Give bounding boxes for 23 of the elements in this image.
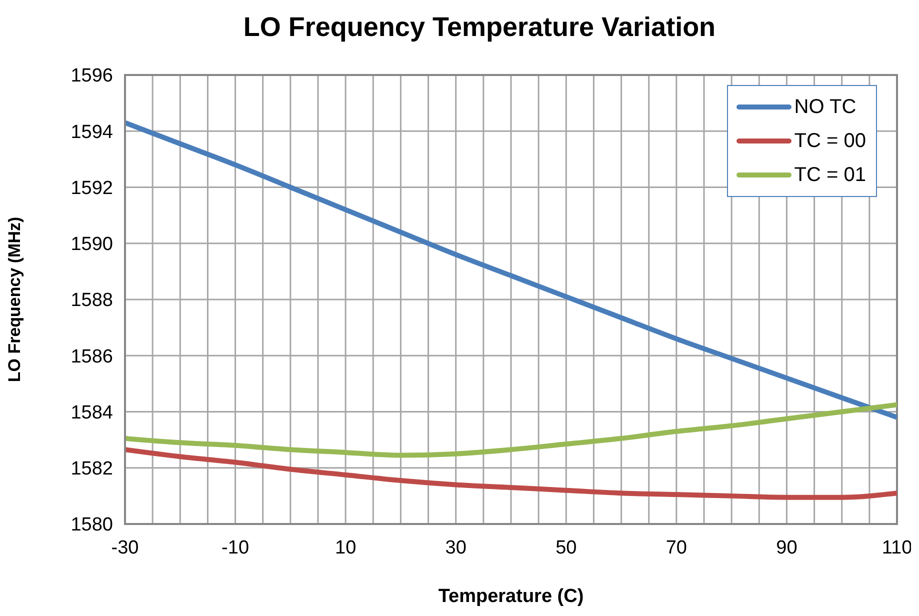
y-tick-label: 1594 <box>70 122 114 143</box>
y-tick-label: 1592 <box>70 178 113 199</box>
x-tick-label: 90 <box>776 537 798 558</box>
legend-label: NO TC <box>794 96 856 118</box>
y-tick-label: 1586 <box>70 346 113 368</box>
x-tick-label: 30 <box>445 537 466 558</box>
x-tick-label: 70 <box>666 537 687 558</box>
y-tick-label: 1582 <box>70 458 113 480</box>
legend-label: TC = 00 <box>794 130 866 152</box>
y-axis-title: LO Frequency (MHz) <box>5 216 24 382</box>
y-tick-label: 1596 <box>70 66 113 87</box>
y-tick-label: 1584 <box>70 402 114 424</box>
chart-title: LO Frequency Temperature Variation <box>242 12 717 43</box>
x-tick-label: 10 <box>335 537 356 558</box>
y-tick-label: 1588 <box>70 290 113 312</box>
x-tick-label: 110 <box>882 537 912 558</box>
y-tick-label: 1590 <box>70 234 113 256</box>
x-tick-label: 50 <box>556 537 577 558</box>
x-axis-title: Temperature (C) <box>438 586 584 607</box>
x-tick-label: -10 <box>222 537 250 558</box>
x-tick-label: -30 <box>111 537 139 558</box>
y-tick-label: 1580 <box>70 514 113 536</box>
legend-label: TC = 01 <box>794 164 866 186</box>
